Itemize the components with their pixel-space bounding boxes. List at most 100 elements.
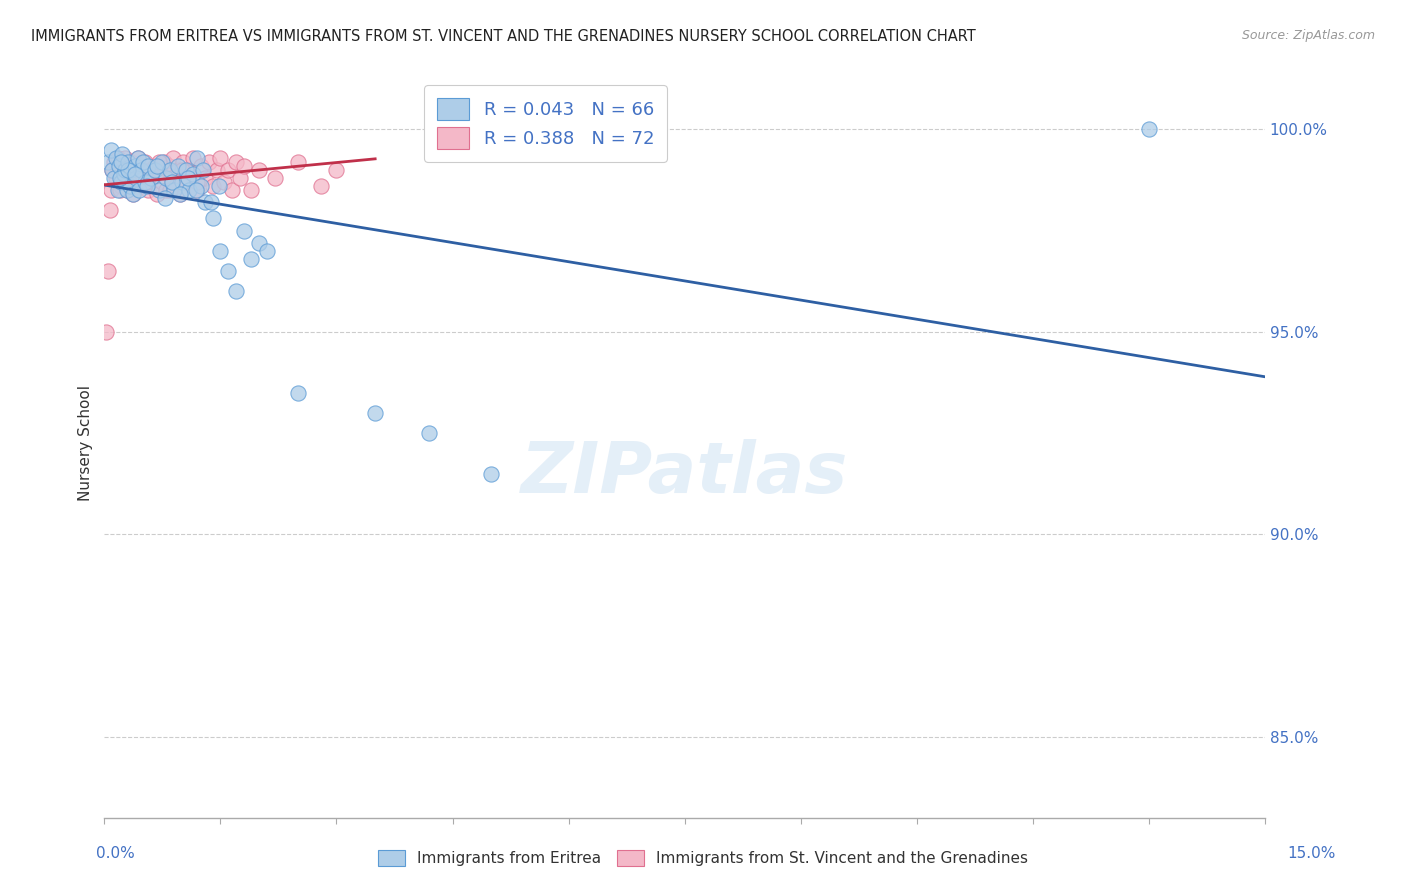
- Point: [190, 159, 212, 173]
- Point: [184, 183, 207, 197]
- Point: [152, 154, 174, 169]
- Point: [114, 162, 136, 177]
- Text: 15.0%: 15.0%: [1288, 847, 1336, 861]
- Point: [143, 162, 166, 177]
- Point: [165, 179, 187, 194]
- Point: [183, 167, 205, 181]
- Point: [129, 162, 152, 177]
- Point: [104, 151, 127, 165]
- Point: [159, 183, 181, 197]
- Point: [101, 162, 124, 177]
- Point: [122, 187, 145, 202]
- Point: [100, 143, 122, 157]
- Point: [110, 175, 132, 189]
- Point: [201, 179, 224, 194]
- Point: [128, 183, 150, 197]
- Point: [217, 264, 239, 278]
- Point: [169, 187, 191, 202]
- Point: [167, 159, 190, 173]
- Point: [287, 154, 309, 169]
- Point: [114, 151, 136, 165]
- Point: [157, 159, 180, 173]
- Y-axis label: Nursery School: Nursery School: [79, 385, 93, 501]
- Text: ZIPatlas: ZIPatlas: [522, 439, 848, 508]
- Point: [111, 146, 134, 161]
- Point: [110, 154, 132, 169]
- Point: [117, 154, 139, 169]
- Point: [117, 170, 139, 185]
- Point: [146, 159, 169, 173]
- Point: [124, 167, 146, 181]
- Point: [107, 183, 129, 197]
- Point: [186, 151, 208, 165]
- Point: [240, 183, 263, 197]
- Point: [148, 183, 170, 197]
- Point: [117, 162, 139, 177]
- Point: [141, 170, 163, 185]
- Point: [240, 252, 263, 266]
- Point: [127, 151, 149, 165]
- Point: [120, 162, 142, 177]
- Point: [221, 183, 243, 197]
- Point: [115, 183, 138, 197]
- Point: [200, 195, 222, 210]
- Point: [97, 154, 120, 169]
- Point: [118, 170, 141, 185]
- Point: [153, 191, 176, 205]
- Point: [287, 385, 309, 400]
- Point: [112, 167, 135, 181]
- Point: [167, 162, 190, 177]
- Point: [155, 183, 177, 197]
- Point: [179, 162, 201, 177]
- Point: [418, 426, 440, 441]
- Point: [162, 151, 184, 165]
- Point: [198, 154, 221, 169]
- Point: [208, 179, 231, 194]
- Point: [263, 170, 285, 185]
- Point: [1137, 122, 1160, 136]
- Text: Source: ZipAtlas.com: Source: ZipAtlas.com: [1241, 29, 1375, 42]
- Point: [108, 183, 131, 197]
- Text: 0.0%: 0.0%: [96, 847, 135, 861]
- Legend: R = 0.043   N = 66, R = 0.388   N = 72: R = 0.043 N = 66, R = 0.388 N = 72: [425, 85, 666, 161]
- Point: [103, 170, 125, 185]
- Point: [364, 406, 387, 420]
- Point: [127, 151, 149, 165]
- Point: [170, 175, 193, 189]
- Point: [479, 467, 502, 481]
- Point: [174, 175, 197, 189]
- Point: [101, 162, 124, 177]
- Point: [309, 179, 332, 194]
- Text: IMMIGRANTS FROM ERITREA VS IMMIGRANTS FROM ST. VINCENT AND THE GRENADINES NURSER: IMMIGRANTS FROM ERITREA VS IMMIGRANTS FR…: [31, 29, 976, 44]
- Point: [100, 183, 122, 197]
- Point: [229, 170, 252, 185]
- Point: [134, 175, 156, 189]
- Point: [148, 162, 170, 177]
- Point: [201, 211, 224, 226]
- Point: [110, 179, 132, 194]
- Point: [146, 187, 169, 202]
- Point: [169, 187, 191, 202]
- Point: [232, 159, 254, 173]
- Point: [136, 159, 159, 173]
- Point: [124, 159, 146, 173]
- Point: [186, 183, 208, 197]
- Point: [153, 154, 176, 169]
- Point: [170, 162, 193, 177]
- Point: [174, 162, 197, 177]
- Point: [120, 154, 142, 169]
- Point: [159, 162, 181, 177]
- Point: [139, 170, 162, 185]
- Point: [225, 285, 247, 299]
- Point: [148, 154, 170, 169]
- Point: [183, 151, 205, 165]
- Point: [136, 179, 159, 194]
- Point: [104, 170, 127, 185]
- Point: [124, 159, 146, 173]
- Point: [139, 162, 162, 177]
- Point: [163, 183, 186, 197]
- Point: [194, 195, 217, 210]
- Point: [108, 170, 131, 185]
- Point: [118, 179, 141, 194]
- Point: [101, 162, 124, 177]
